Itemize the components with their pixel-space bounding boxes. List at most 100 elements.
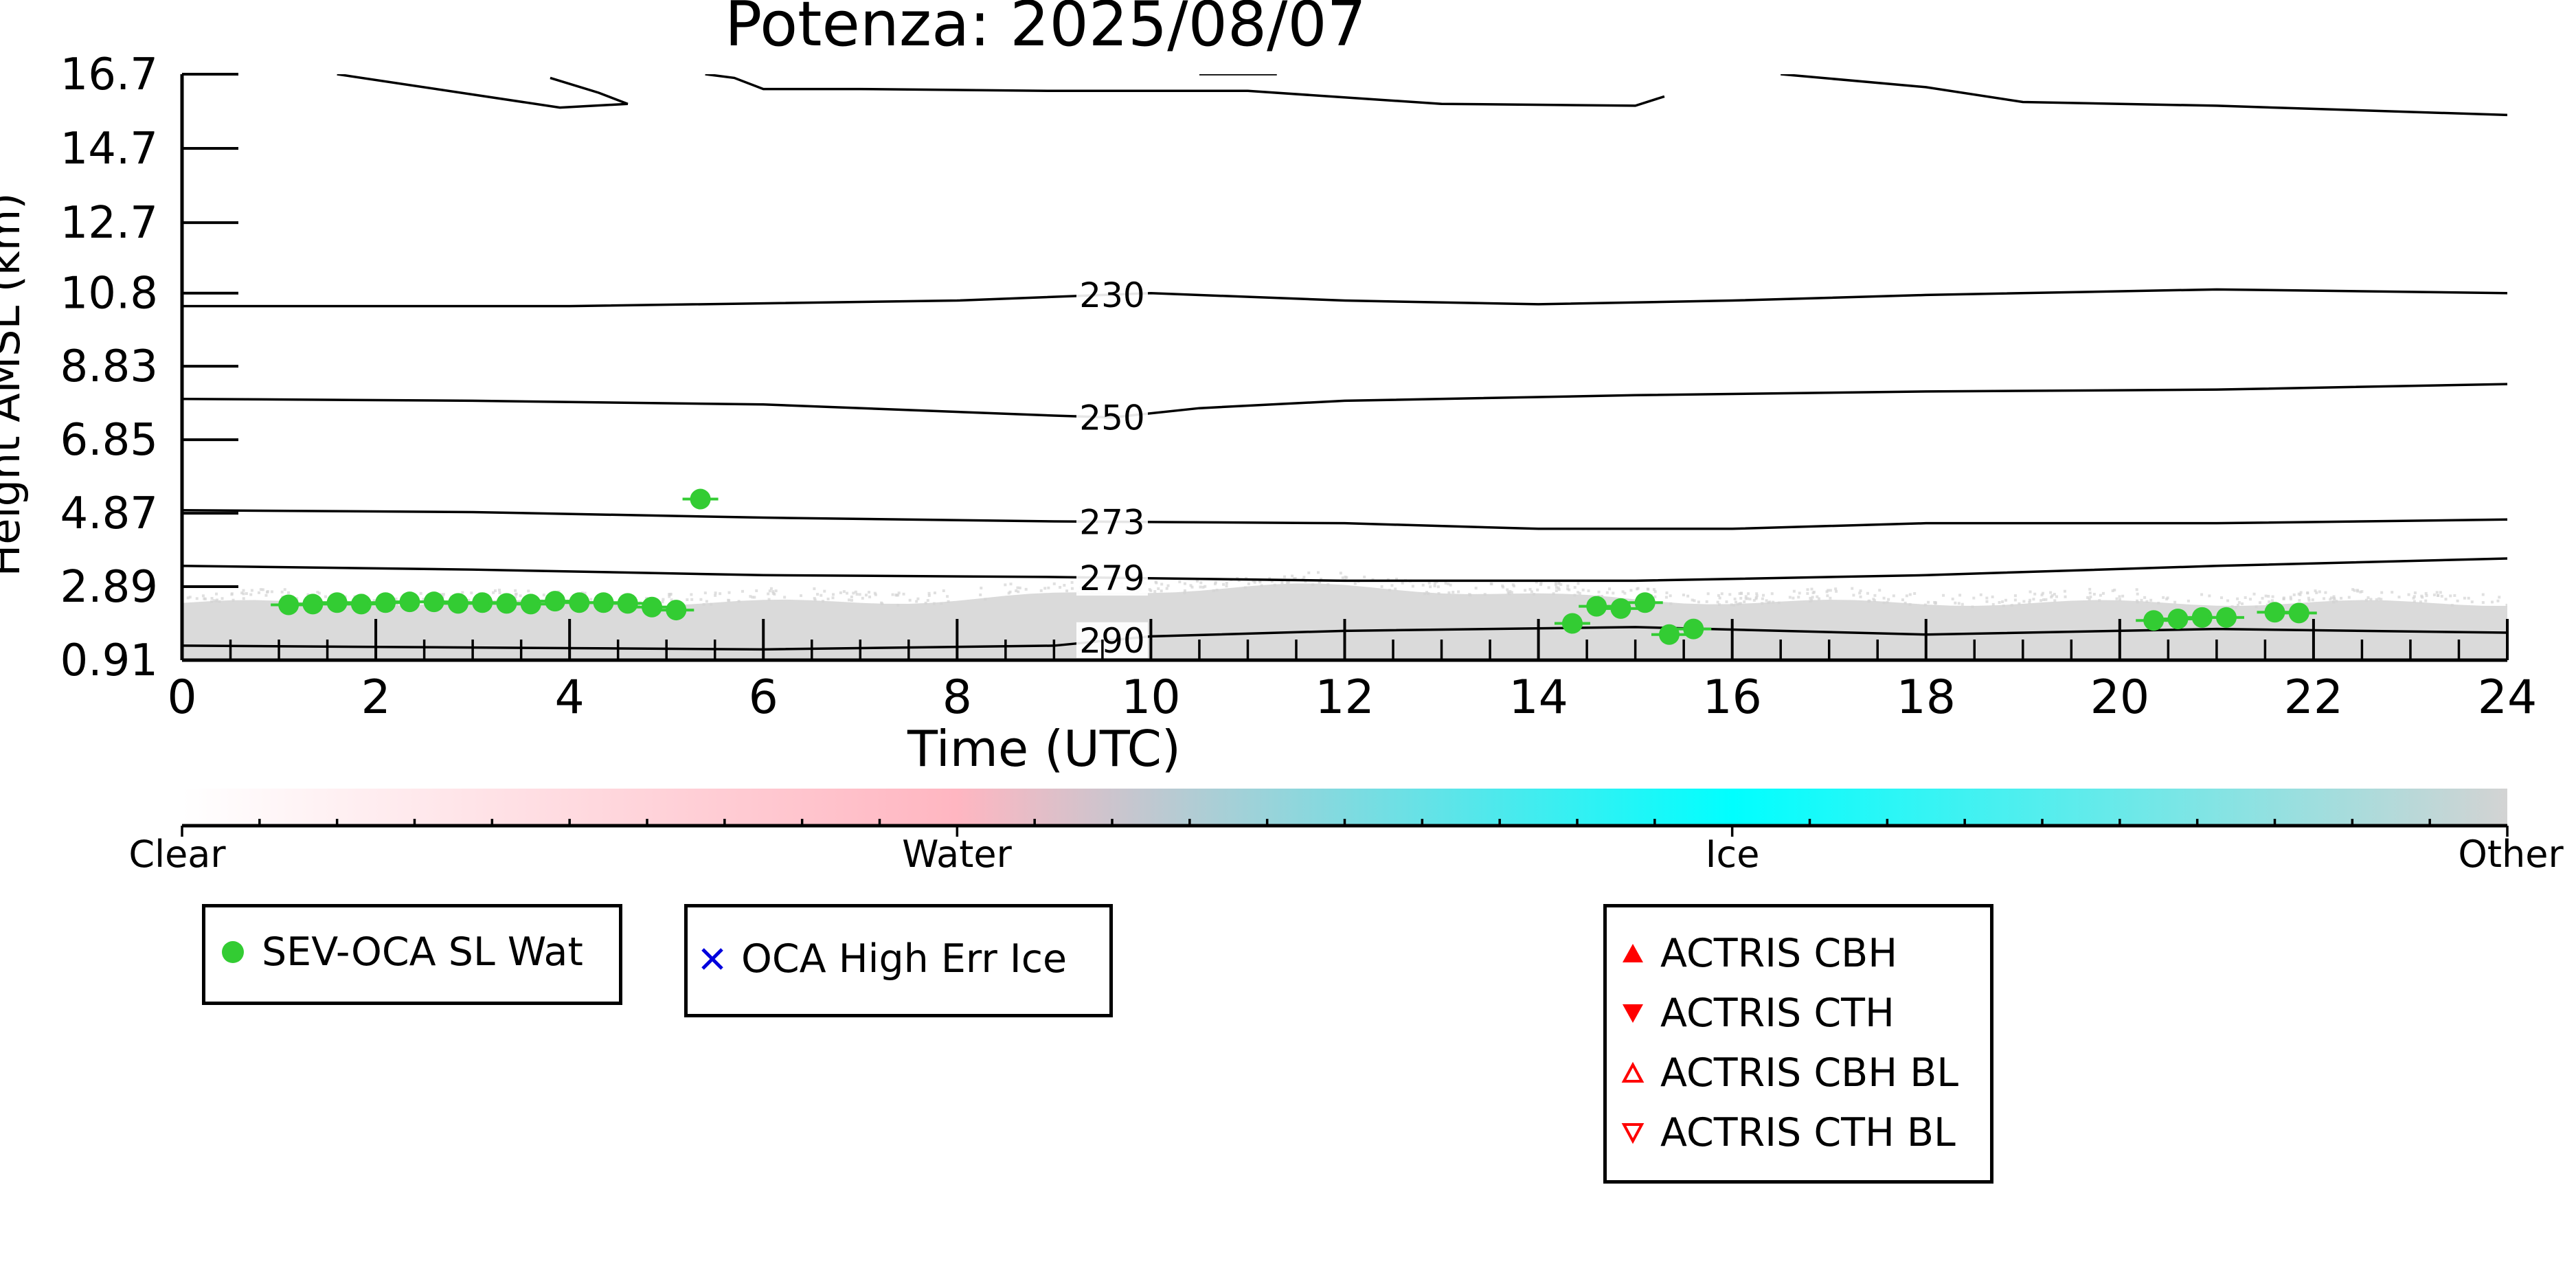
other-class-speck bbox=[1961, 602, 1964, 606]
other-class-speck bbox=[2092, 592, 2096, 596]
colorbar-label-clear: Clear bbox=[128, 833, 226, 876]
colorbar: Clear Water Ice Other bbox=[128, 789, 2564, 876]
other-class-speck bbox=[2364, 598, 2368, 602]
sev-oca-sl-wat-point bbox=[642, 596, 663, 618]
sev-oca-sl-wat-point bbox=[1610, 598, 1631, 619]
other-class-speck bbox=[1530, 590, 1533, 594]
isotherm-label-290: 290 bbox=[1079, 621, 1144, 661]
other-class-speck bbox=[1451, 591, 1455, 594]
other-class-speck bbox=[839, 591, 842, 594]
colorbar-label-other: Other bbox=[2458, 833, 2564, 876]
other-class-speck bbox=[813, 587, 816, 591]
other-class-speck bbox=[1043, 587, 1047, 590]
other-class-speck bbox=[394, 597, 398, 600]
other-class-speck bbox=[1302, 576, 1306, 579]
upper-contour-segment bbox=[337, 74, 629, 109]
other-class-speck bbox=[514, 589, 517, 592]
other-class-speck bbox=[1578, 591, 1581, 595]
other-class-speck bbox=[1444, 582, 1447, 585]
other-class-speck bbox=[820, 594, 823, 597]
other-class-speck bbox=[2413, 591, 2417, 595]
other-class-speck bbox=[2366, 596, 2370, 600]
other-class-speck bbox=[979, 593, 982, 596]
other-class-speck bbox=[280, 590, 284, 594]
other-class-speck bbox=[2498, 596, 2501, 599]
other-class-speck bbox=[2425, 594, 2428, 598]
other-class-speck bbox=[1063, 584, 1066, 587]
other-class-speck bbox=[2481, 593, 2485, 596]
other-class-speck bbox=[1601, 595, 1604, 598]
other-class-speck bbox=[2063, 589, 2066, 593]
red-triangle-up-open-icon bbox=[1621, 1061, 1645, 1083]
other-class-speck bbox=[816, 593, 820, 596]
other-class-speck bbox=[1539, 582, 1543, 585]
other-class-speck bbox=[2135, 588, 2138, 591]
other-class-speck bbox=[2449, 594, 2452, 598]
other-class-speck bbox=[240, 591, 244, 595]
other-class-speck bbox=[1380, 585, 1383, 588]
other-class-speck bbox=[2157, 601, 2160, 605]
other-class-speck bbox=[1201, 585, 1205, 589]
other-class-speck bbox=[2314, 589, 2317, 593]
other-class-speck bbox=[1222, 583, 1225, 586]
other-class-speck bbox=[2289, 596, 2292, 599]
other-class-speck bbox=[1852, 594, 1855, 597]
other-class-speck bbox=[1732, 604, 1736, 607]
other-class-speck bbox=[1285, 580, 1289, 584]
other-class-speck bbox=[1810, 587, 1814, 591]
green-dot-icon bbox=[222, 941, 244, 963]
other-class-speck bbox=[1958, 594, 1962, 597]
legend-entry-actris-cth: ACTRIS CTH bbox=[1620, 991, 1895, 1036]
other-class-speck bbox=[662, 598, 665, 601]
other-class-speck bbox=[1908, 602, 1912, 606]
y-tick-label: 4.87 bbox=[60, 488, 159, 539]
other-class-speck bbox=[2237, 601, 2241, 605]
other-class-speck bbox=[2187, 599, 2190, 602]
other-class-speck bbox=[589, 598, 593, 601]
other-class-speck bbox=[2306, 591, 2309, 595]
other-class-speck bbox=[668, 595, 671, 598]
other-class-speck bbox=[2261, 596, 2264, 600]
other-class-speck bbox=[2226, 599, 2230, 602]
other-class-speck bbox=[2086, 596, 2090, 599]
other-class-speck bbox=[1798, 591, 1801, 595]
other-class-speck bbox=[265, 591, 269, 594]
other-class-speck bbox=[1612, 591, 1615, 595]
other-class-speck bbox=[1166, 584, 1170, 587]
other-class-speck bbox=[1581, 588, 1585, 591]
other-class-speck bbox=[306, 593, 310, 596]
other-class-speck bbox=[1811, 596, 1814, 599]
other-class-speck bbox=[1447, 583, 1450, 586]
other-class-speck bbox=[1004, 583, 1007, 587]
sev-oca-sl-wat-point bbox=[2143, 610, 2165, 631]
other-class-speck bbox=[1447, 591, 1451, 594]
other-class-speck bbox=[1806, 588, 1809, 591]
other-class-speck bbox=[2470, 600, 2474, 604]
other-class-speck bbox=[1009, 583, 1013, 586]
other-class-speck bbox=[1024, 587, 1028, 591]
other-class-speck bbox=[1730, 603, 1733, 607]
other-class-speck bbox=[1859, 589, 1862, 593]
other-class-speck bbox=[2113, 588, 2116, 591]
sev-oca-sl-wat-point bbox=[690, 488, 711, 510]
other-class-speck bbox=[1858, 591, 1862, 595]
sev-oca-sl-wat-point bbox=[1561, 613, 1583, 634]
other-class-speck bbox=[1273, 583, 1276, 587]
other-class-speck bbox=[1457, 590, 1460, 594]
other-class-speck bbox=[1738, 592, 1741, 596]
other-class-speck bbox=[1728, 593, 1732, 596]
other-class-speck bbox=[1507, 592, 1511, 596]
other-class-speck bbox=[1597, 594, 1601, 598]
other-class-speck bbox=[1283, 575, 1287, 578]
legend-label: ACTRIS CBH BL bbox=[1660, 1050, 1959, 1096]
other-class-speck bbox=[498, 591, 501, 594]
other-class-speck bbox=[2053, 599, 2057, 602]
other-class-speck bbox=[2032, 598, 2035, 601]
other-class-speck bbox=[1468, 593, 1471, 596]
x-tick-label: 20 bbox=[2090, 670, 2150, 725]
other-class-speck bbox=[714, 594, 717, 597]
other-class-speck bbox=[2318, 590, 2321, 594]
other-class-speck bbox=[2360, 590, 2364, 594]
other-class-speck bbox=[2064, 595, 2067, 598]
y-tick-label: 8.83 bbox=[60, 341, 159, 392]
